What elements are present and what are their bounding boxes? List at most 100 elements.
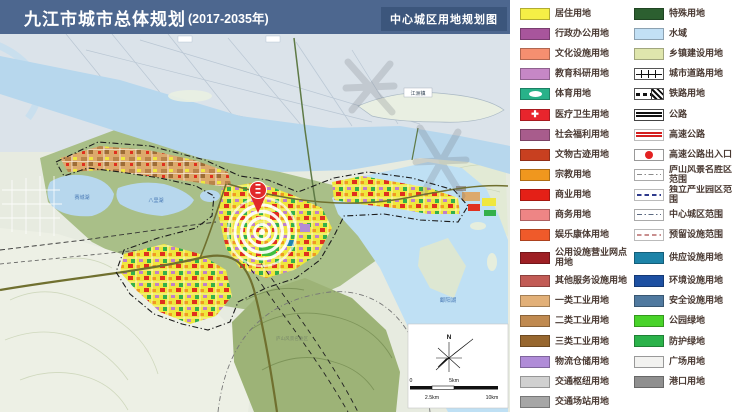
legend-item-reserved-facility-boundary: 预留设施范围 bbox=[634, 225, 740, 245]
legend-label: 城市道路用地 bbox=[669, 68, 724, 79]
peninsula bbox=[418, 238, 466, 298]
legend-label: 公园绿地 bbox=[669, 315, 706, 326]
legend-item-central-city-boundary: 中心城区范围 bbox=[634, 205, 740, 225]
urban-south-cluster bbox=[120, 244, 232, 324]
legend-label: 高速公路出入口 bbox=[669, 148, 733, 159]
scale-five: 5km bbox=[449, 378, 459, 384]
legend-item-supply-facilities: 供应设施用地 bbox=[634, 245, 740, 271]
transport-hub-swatch bbox=[520, 375, 550, 388]
social-welfare-swatch bbox=[520, 128, 550, 141]
scale-box: N 0 5km 2.5km 10km bbox=[407, 323, 509, 409]
legend-label: 环境设施用地 bbox=[669, 275, 724, 286]
legend-item-expressway: 高速公路 bbox=[634, 125, 740, 145]
legend-item-highway: 公路 bbox=[634, 104, 740, 124]
legend-item-education-research: 教育科研用地 bbox=[520, 64, 634, 84]
contour-lines-southwest bbox=[4, 257, 159, 411]
west-town-grid bbox=[0, 176, 62, 236]
legend-item-port-land: 港口用地 bbox=[634, 372, 740, 392]
green-belt bbox=[40, 128, 395, 314]
expressway-swatch bbox=[634, 128, 664, 141]
legend-grid: 居住用地行政办公用地文化设施用地教育科研用地体育用地医疗卫生用地社会福利用地文物… bbox=[520, 4, 738, 412]
legend-item-utility-outlets: 公用设施营业网点用地 bbox=[520, 245, 634, 271]
legend-label: 社会福利用地 bbox=[555, 128, 610, 139]
legend-item-administrative-office: 行政办公用地 bbox=[520, 24, 634, 44]
island-label: 江洲镇 bbox=[410, 90, 425, 97]
supply-facilities-swatch bbox=[634, 252, 664, 265]
city-center-rings bbox=[226, 196, 298, 268]
urban-industrial-strip bbox=[60, 146, 232, 188]
central-city-boundary-line bbox=[55, 141, 469, 331]
legend-label: 广场用地 bbox=[669, 355, 706, 366]
legend-label: 娱乐康体用地 bbox=[555, 229, 610, 240]
legend-label: 公用设施营业网点用地 bbox=[555, 247, 628, 268]
industrial-class2-swatch bbox=[520, 315, 550, 328]
map-canvas: 江洲镇 赛城湖 八里湖 鄱阳湖 庐山风景名胜区 N bbox=[0, 0, 510, 412]
legend-label: 水域 bbox=[669, 28, 688, 39]
legend-label: 商业用地 bbox=[555, 188, 592, 199]
north-label: N bbox=[447, 334, 452, 341]
expressway-link bbox=[199, 183, 227, 259]
legend-item-business: 商务用地 bbox=[520, 205, 634, 225]
lake-bali bbox=[116, 182, 194, 216]
business-swatch bbox=[520, 208, 550, 221]
river-bridge bbox=[293, 37, 317, 207]
legend-label: 公路 bbox=[669, 108, 688, 119]
legend-label: 其他服务设施用地 bbox=[555, 275, 628, 286]
industrial-class3-swatch bbox=[520, 335, 550, 348]
special-use-swatch bbox=[634, 8, 664, 21]
railway-land-swatch bbox=[634, 88, 664, 101]
safety-facilities-swatch bbox=[634, 295, 664, 308]
legend-label: 宗教用地 bbox=[555, 168, 592, 179]
title-bar: 九江市城市总体规划 (2017-2035年) 中心城区用地规划图 bbox=[0, 0, 510, 34]
lake-west-label: 赛城湖 bbox=[74, 194, 89, 201]
square-land-swatch bbox=[634, 355, 664, 368]
legend-label: 物流仓储用地 bbox=[555, 355, 610, 366]
legend-item-other-services: 其他服务设施用地 bbox=[520, 271, 634, 291]
legend-panel: 居住用地行政办公用地文化设施用地教育科研用地体育用地医疗卫生用地社会福利用地文物… bbox=[510, 0, 740, 412]
legend-item-water-area: 水域 bbox=[634, 24, 740, 44]
map-title-years: (2017-2035年) bbox=[188, 11, 269, 26]
legend-item-special-use: 特殊用地 bbox=[634, 4, 740, 24]
entertainment-recreation-swatch bbox=[520, 229, 550, 242]
education-research-swatch bbox=[520, 68, 550, 81]
sports-swatch bbox=[520, 88, 550, 101]
legend-label: 商务用地 bbox=[555, 209, 592, 220]
legend-label: 二类工业用地 bbox=[555, 315, 610, 326]
legend-label: 特殊用地 bbox=[669, 8, 706, 19]
compass-rose-icon bbox=[435, 338, 474, 372]
legend-label: 三类工业用地 bbox=[555, 335, 610, 346]
map-place-labels: 江洲镇 赛城湖 八里湖 鄱阳湖 庐山风景名胜区 bbox=[74, 35, 457, 342]
legend-label: 高速公路 bbox=[669, 128, 706, 139]
legend-label: 供应设施用地 bbox=[669, 252, 724, 263]
island-label-box bbox=[403, 87, 433, 98]
legend-label: 预留设施范围 bbox=[669, 229, 724, 240]
legend-label: 庐山风景名胜区范围 bbox=[669, 164, 733, 184]
legend-label: 中心城区范围 bbox=[669, 209, 724, 220]
legend-item-urban-road: 城市道路用地 bbox=[634, 64, 740, 84]
cultural-facilities-swatch bbox=[520, 48, 550, 61]
park-green-swatch bbox=[634, 315, 664, 328]
scale-bar: 0 5km 2.5km 10km bbox=[410, 378, 499, 401]
protective-green-swatch bbox=[634, 335, 664, 348]
map-svg: 江洲镇 赛城湖 八里湖 鄱阳湖 庐山风景名胜区 N bbox=[0, 0, 510, 412]
administrative-office-swatch bbox=[520, 28, 550, 41]
expressway-west bbox=[0, 254, 279, 412]
legend-label: 体育用地 bbox=[555, 88, 592, 99]
map-title: 九江市城市总体规划 bbox=[24, 9, 186, 29]
expressway-access-swatch bbox=[634, 148, 664, 161]
legend-label: 乡镇建设用地 bbox=[669, 48, 724, 59]
legend-label: 医疗卫生用地 bbox=[555, 108, 610, 119]
transport-station-swatch bbox=[520, 395, 550, 408]
lushan-mountains bbox=[232, 278, 400, 412]
township-construction-swatch bbox=[634, 48, 664, 61]
lake-east-label: 鄱阳湖 bbox=[440, 296, 457, 304]
lake-saicheng bbox=[47, 174, 114, 217]
legend-item-social-welfare: 社会福利用地 bbox=[520, 125, 634, 145]
industrial-park-boundary-swatch bbox=[634, 188, 664, 201]
legend-item-cultural-facilities: 文化设施用地 bbox=[520, 44, 634, 64]
legend-item-lushan-scenic-boundary: 庐山风景名胜区范围 bbox=[634, 165, 740, 185]
lushan-ridges bbox=[245, 287, 393, 391]
legend-label: 居住用地 bbox=[555, 8, 592, 19]
religious-swatch bbox=[520, 168, 550, 181]
residential-swatch bbox=[520, 8, 550, 21]
